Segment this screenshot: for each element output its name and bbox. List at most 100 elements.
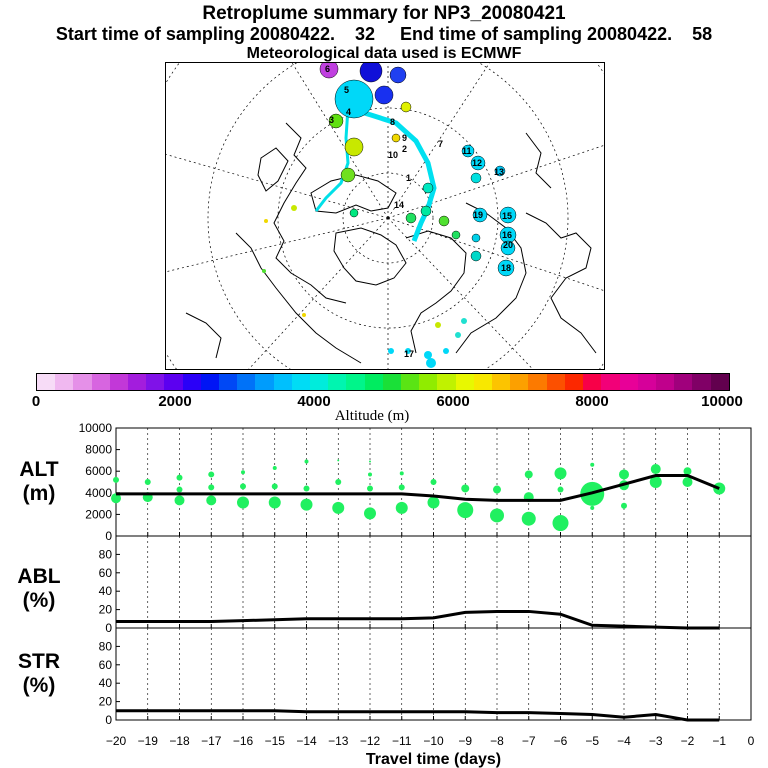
x-tick-label: −17 xyxy=(201,734,222,748)
colorbar-swatch xyxy=(419,374,438,390)
altitude-cluster-point xyxy=(682,477,693,487)
x-tick-label: −5 xyxy=(585,734,599,748)
altitude-cluster-point xyxy=(176,474,183,481)
colorbar-swatch xyxy=(382,374,402,390)
altitude-cluster-point xyxy=(237,496,249,509)
y-tick-label: 60 xyxy=(99,566,113,580)
colorbar-swatch xyxy=(619,374,638,390)
altitude-cluster-point xyxy=(552,515,569,532)
y-tick-label: 8000 xyxy=(85,443,112,457)
x-tick-label: −7 xyxy=(522,734,536,748)
altitude-cluster-point xyxy=(208,471,215,478)
colorbar-swatch xyxy=(710,374,729,390)
plume-label-2: 2 xyxy=(402,144,407,154)
x-tick-label: −4 xyxy=(617,734,631,748)
altitude-cluster-point xyxy=(268,496,281,509)
plume-label-5: 5 xyxy=(344,85,349,95)
polar-map-svg: 1 2 3 4 5 6 7 8 9 10 11 12 13 14 15 16 1… xyxy=(166,63,604,369)
y-tick-label: 20 xyxy=(99,695,113,709)
altitude-cluster-point xyxy=(304,459,309,464)
plume-label-17: 17 xyxy=(404,349,414,359)
plume-label-6: 6 xyxy=(325,64,330,74)
series-line-abl xyxy=(116,609,720,630)
plume-label-11: 11 xyxy=(462,146,472,156)
x-tick-label: −8 xyxy=(490,734,504,748)
colorbar-swatch xyxy=(55,374,74,390)
colorbar-swatch xyxy=(182,374,201,390)
colorbar-swatch xyxy=(91,374,110,390)
plume-label-19: 19 xyxy=(473,210,483,220)
alt-panel-label: ALT (m) xyxy=(19,458,59,505)
y-tick-label: 2000 xyxy=(85,507,112,521)
colorbar-swatch xyxy=(255,374,274,390)
colorbar-swatch xyxy=(601,374,620,390)
altitude-cluster-point xyxy=(398,484,405,491)
altitude-cluster-point xyxy=(369,460,371,463)
plume-label-9: 9 xyxy=(402,133,407,143)
plume-label-10: 10 xyxy=(388,150,398,160)
altitude-cluster-point xyxy=(111,493,121,504)
x-tick-label: −11 xyxy=(392,734,412,748)
colorbar-swatch xyxy=(328,374,347,390)
altitude-cluster-point xyxy=(335,479,342,485)
colorbar-swatch xyxy=(510,374,529,390)
y-tick-label: 80 xyxy=(99,639,113,653)
colorbar-swatch xyxy=(37,374,56,390)
altitude-cluster-point xyxy=(303,485,310,492)
plume-label-16: 16 xyxy=(502,230,512,240)
plume-clusters xyxy=(262,63,517,368)
altitude-cluster-point xyxy=(367,485,373,492)
x-tick-label: −16 xyxy=(233,734,254,748)
colorbar-swatch xyxy=(692,374,711,390)
altitude-cluster-point xyxy=(368,472,372,477)
colorbar-swatch xyxy=(200,374,220,390)
polar-map: 1 2 3 4 5 6 7 8 9 10 11 12 13 14 15 16 1… xyxy=(165,62,605,370)
colorbar-unit-label: Altitude (m) xyxy=(334,408,410,424)
x-tick-label: −10 xyxy=(423,734,444,748)
colorbar-swatch xyxy=(346,374,365,390)
colorbar-swatch xyxy=(455,374,474,390)
colorbar-swatch xyxy=(437,374,456,390)
colorbar-swatch xyxy=(291,374,311,390)
altitude-cluster-point xyxy=(557,486,564,493)
series-line-alt xyxy=(116,474,720,502)
plume-label-15: 15 xyxy=(502,211,512,221)
colorbar-swatch xyxy=(583,374,602,390)
altitude-colorbar xyxy=(36,373,730,391)
altitude-cluster-point xyxy=(332,501,345,514)
y-tick-label: 0 xyxy=(105,621,112,635)
y-tick-label: 80 xyxy=(99,547,113,561)
x-tick-label: −2 xyxy=(681,734,695,748)
colorbar-swatch xyxy=(528,374,547,390)
altitude-cluster-point xyxy=(176,486,183,493)
series-line-str xyxy=(116,709,720,722)
altitude-cluster-point xyxy=(521,511,536,526)
y-tick-label: 0 xyxy=(105,713,112,727)
colorbar-tick: 8000 xyxy=(575,393,609,410)
colorbar-swatch xyxy=(637,374,656,390)
x-tick-label: −14 xyxy=(296,734,317,748)
y-tick-label: 60 xyxy=(99,658,113,672)
altitude-cluster-point xyxy=(457,502,474,519)
altitude-cluster-point xyxy=(144,479,151,485)
altitude-cluster-point xyxy=(240,483,246,490)
x-tick-label: −6 xyxy=(554,734,568,748)
x-tick-label: −9 xyxy=(458,734,472,748)
plume-label-20: 20 xyxy=(503,240,513,250)
colorbar-tick: 4000 xyxy=(297,393,331,410)
altitude-cluster-point xyxy=(430,479,437,485)
y-tick-label: 40 xyxy=(99,676,113,690)
y-tick-label: 0 xyxy=(105,529,112,543)
x-tick-label: −18 xyxy=(169,734,190,748)
map-grid xyxy=(166,63,604,369)
y-tick-label: 4000 xyxy=(85,486,112,500)
x-tick-label: −19 xyxy=(138,734,159,748)
altitude-cluster-point xyxy=(399,471,404,476)
altitude-cluster-point xyxy=(206,495,217,506)
colorbar-swatch xyxy=(674,374,693,390)
altitude-cluster-point xyxy=(590,505,595,510)
plume-label-18: 18 xyxy=(501,263,511,273)
colorbar-swatch xyxy=(73,374,92,390)
altitude-cluster-point xyxy=(683,467,692,476)
